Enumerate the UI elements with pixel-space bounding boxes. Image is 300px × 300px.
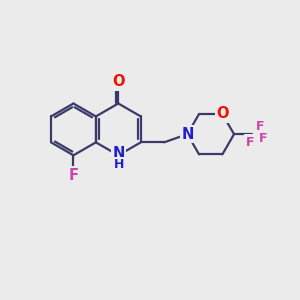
Text: O: O [216,106,229,122]
Text: F: F [246,136,254,149]
Text: H: H [114,158,124,171]
Text: F: F [259,132,267,145]
Text: F: F [68,168,78,183]
Text: O: O [112,74,124,89]
Text: N: N [181,127,194,142]
Text: F: F [256,120,264,133]
Text: N: N [112,146,124,161]
